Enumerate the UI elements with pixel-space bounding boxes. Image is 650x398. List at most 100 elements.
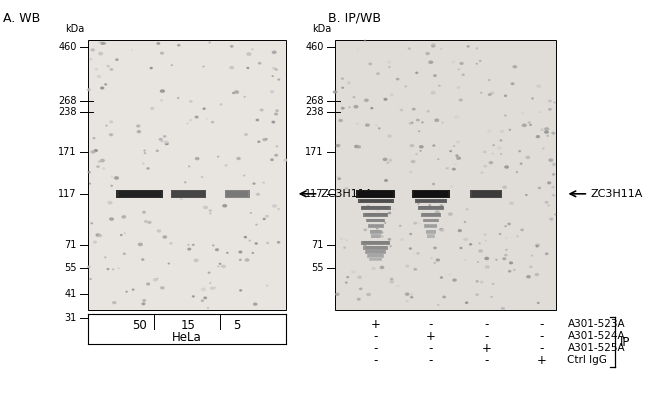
Bar — [225, 190, 250, 198]
Circle shape — [159, 139, 162, 140]
Text: -: - — [484, 330, 488, 343]
Circle shape — [358, 298, 360, 300]
Circle shape — [256, 119, 259, 121]
Circle shape — [101, 42, 104, 44]
Circle shape — [213, 245, 214, 246]
Circle shape — [521, 113, 524, 114]
Circle shape — [369, 63, 372, 65]
Circle shape — [209, 42, 210, 43]
Circle shape — [101, 87, 103, 89]
Circle shape — [452, 61, 455, 62]
Circle shape — [549, 100, 551, 102]
Circle shape — [276, 110, 278, 111]
Circle shape — [410, 293, 413, 295]
Circle shape — [161, 140, 163, 142]
Circle shape — [411, 160, 415, 163]
Circle shape — [467, 209, 468, 210]
Circle shape — [484, 234, 486, 235]
Circle shape — [272, 205, 276, 207]
Circle shape — [94, 241, 96, 243]
Circle shape — [96, 234, 99, 236]
Circle shape — [109, 134, 112, 136]
Text: 238: 238 — [306, 107, 324, 117]
Circle shape — [275, 69, 278, 70]
Text: 41: 41 — [64, 289, 77, 299]
Text: 50: 50 — [133, 319, 147, 332]
Circle shape — [443, 296, 445, 298]
Circle shape — [526, 276, 530, 278]
Circle shape — [381, 236, 383, 237]
Circle shape — [144, 150, 145, 151]
Bar — [363, 246, 388, 250]
Circle shape — [247, 67, 249, 68]
Circle shape — [479, 243, 480, 244]
Circle shape — [436, 259, 439, 261]
Circle shape — [188, 166, 190, 167]
Circle shape — [549, 159, 552, 161]
Text: ZC3H11A: ZC3H11A — [590, 189, 643, 199]
Circle shape — [541, 129, 543, 131]
Circle shape — [453, 279, 456, 281]
Circle shape — [432, 44, 435, 46]
Text: Ctrl IgG: Ctrl IgG — [567, 355, 607, 365]
Circle shape — [419, 146, 423, 148]
Circle shape — [337, 177, 338, 178]
Circle shape — [554, 102, 555, 103]
Circle shape — [143, 163, 144, 164]
Circle shape — [148, 222, 151, 223]
Text: -: - — [429, 354, 433, 367]
Circle shape — [460, 62, 463, 64]
Circle shape — [389, 159, 392, 161]
Circle shape — [549, 109, 551, 110]
Circle shape — [441, 277, 443, 278]
Circle shape — [439, 85, 440, 86]
Circle shape — [369, 246, 370, 248]
Circle shape — [493, 283, 494, 284]
Circle shape — [435, 119, 439, 121]
Bar — [370, 258, 382, 261]
Circle shape — [105, 84, 107, 85]
Circle shape — [263, 139, 266, 140]
Circle shape — [364, 229, 367, 230]
Circle shape — [552, 164, 556, 165]
Circle shape — [142, 259, 144, 260]
Circle shape — [254, 303, 257, 305]
Circle shape — [170, 243, 172, 244]
Text: 55: 55 — [64, 263, 77, 273]
Circle shape — [491, 92, 494, 94]
Circle shape — [545, 128, 549, 130]
Circle shape — [87, 89, 90, 91]
Circle shape — [410, 144, 413, 146]
Bar — [362, 206, 389, 209]
Circle shape — [103, 43, 105, 44]
Circle shape — [452, 168, 455, 170]
Circle shape — [244, 236, 246, 238]
Bar — [367, 254, 384, 258]
Circle shape — [272, 51, 276, 53]
Text: 268: 268 — [58, 96, 77, 107]
Circle shape — [164, 136, 166, 137]
Bar — [419, 206, 443, 209]
Bar — [425, 224, 437, 227]
Circle shape — [396, 285, 399, 287]
Circle shape — [465, 302, 468, 303]
Circle shape — [165, 143, 168, 144]
Bar — [369, 257, 382, 261]
Bar — [335, 40, 556, 310]
Circle shape — [432, 45, 435, 47]
Circle shape — [266, 242, 268, 244]
Circle shape — [352, 271, 355, 273]
Circle shape — [389, 67, 390, 68]
Circle shape — [367, 206, 370, 208]
Bar — [369, 230, 382, 234]
Text: -: - — [374, 354, 378, 367]
Circle shape — [426, 53, 429, 55]
Circle shape — [440, 205, 443, 206]
Circle shape — [440, 228, 443, 230]
Circle shape — [476, 294, 478, 295]
Circle shape — [147, 283, 150, 285]
Circle shape — [214, 287, 216, 288]
Bar — [226, 191, 248, 197]
Circle shape — [216, 249, 218, 251]
Circle shape — [272, 121, 274, 123]
